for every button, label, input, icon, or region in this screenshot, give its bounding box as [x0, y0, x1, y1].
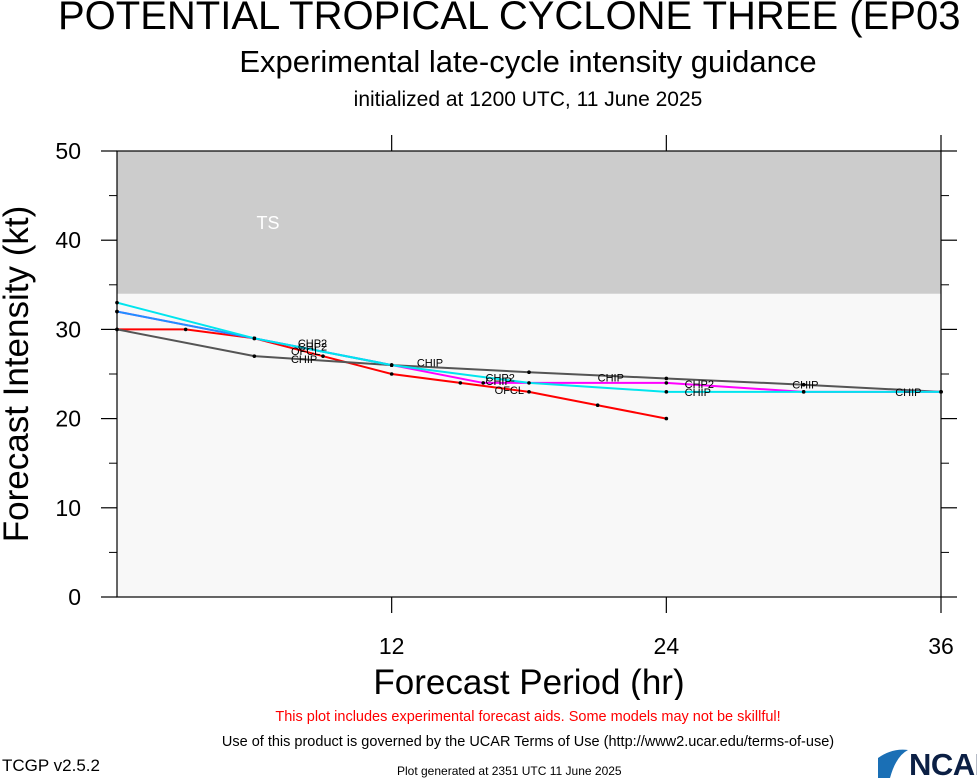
series-label: CHIP: [685, 387, 711, 399]
series-label: OFCL: [291, 346, 320, 358]
y-tick-label: 20: [55, 406, 81, 432]
y-tick-label: 50: [55, 138, 81, 164]
series-label: CHP2: [685, 379, 714, 391]
series-label: CHIP: [598, 373, 624, 385]
forecast-series: [115, 300, 943, 421]
x-tick-label: 24: [654, 633, 680, 659]
data-point: [801, 382, 806, 387]
intensity-bands: TS: [117, 151, 941, 294]
generation-time: Plot generated at 2351 UTC 11 June 2025: [397, 764, 622, 778]
data-point: [252, 336, 257, 341]
series-label: CHIP: [486, 376, 512, 388]
chart-title: POTENTIAL TROPICAL CYCLONE THREE (EP03: [58, 0, 961, 38]
series-label: OFCL: [495, 385, 524, 397]
x-axis-label: Forecast Period (hr): [373, 663, 684, 700]
x-tick-label: 12: [379, 633, 405, 659]
data-point: [183, 327, 188, 332]
y-axis-label: Forecast Intensity (kt): [0, 206, 36, 542]
series-label: CHIP: [291, 354, 317, 366]
y-tick-label: 10: [55, 495, 81, 521]
experimental-disclaimer: This plot includes experimental forecast…: [275, 709, 781, 725]
y-tick-label: 0: [68, 584, 81, 610]
initialization-time: initialized at 1200 UTC, 11 June 2025: [353, 88, 703, 111]
software-version: TCGP v2.5.2: [2, 756, 100, 775]
data-point: [458, 381, 463, 385]
data-point: [389, 363, 394, 367]
series-label: CHIP: [895, 387, 921, 399]
data-point: [527, 390, 531, 394]
terms-of-use: Use of this product is governed by the U…: [221, 734, 835, 750]
y-tick-label: 30: [55, 316, 81, 342]
series-label: CHIP: [792, 380, 818, 392]
series-label: CHP2: [298, 341, 327, 353]
band-ts: [117, 151, 941, 294]
data-point: [389, 372, 394, 376]
series-label: CHP2: [486, 373, 515, 385]
data-point: [595, 403, 600, 408]
data-point: [527, 370, 531, 375]
data-point: [321, 354, 325, 358]
axis-ticks: 0 10 20 30 40 50 12 24 36: [55, 135, 957, 659]
ncar-logo-text: NCAR: [909, 747, 977, 782]
data-point: [481, 381, 486, 385]
data-point: [664, 390, 669, 394]
y-tick-label: 40: [55, 227, 81, 253]
data-point: [664, 376, 669, 381]
data-point: [801, 390, 806, 394]
x-tick-label: 36: [928, 633, 954, 659]
band-label: TS: [257, 213, 280, 233]
data-point: [527, 381, 531, 385]
data-point: [664, 416, 669, 421]
data-point: [252, 354, 257, 358]
series-label: CHIP: [417, 357, 443, 369]
series-label: CHP2: [298, 338, 327, 350]
ncar-logo-icon: [878, 749, 908, 778]
chart-subtitle: Experimental late-cycle intensity guidan…: [239, 44, 817, 79]
data-point: [664, 381, 669, 385]
